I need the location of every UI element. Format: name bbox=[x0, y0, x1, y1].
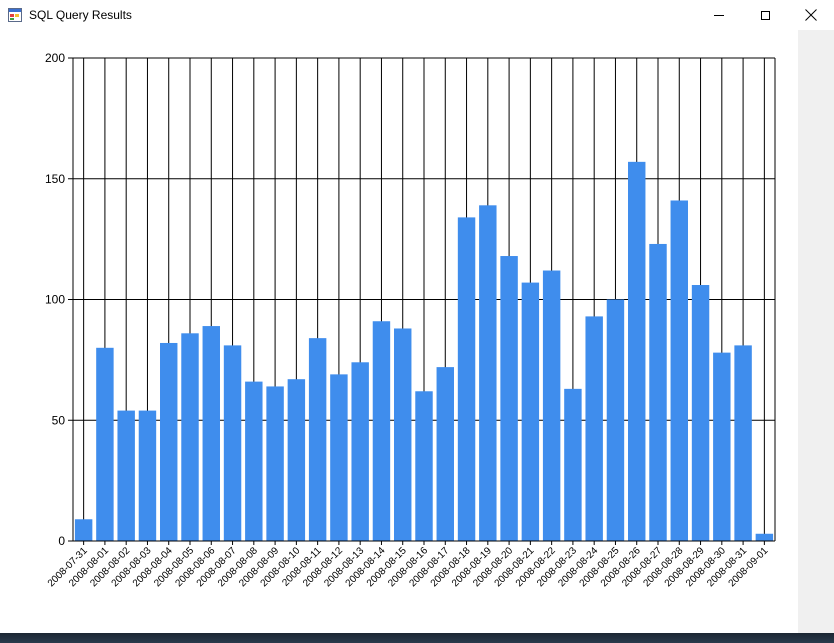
bar bbox=[542, 270, 561, 541]
y-tick-label: 50 bbox=[52, 413, 66, 427]
bar bbox=[734, 345, 752, 541]
bar bbox=[713, 352, 731, 541]
bar bbox=[755, 533, 774, 541]
bar bbox=[585, 316, 603, 541]
bar bbox=[394, 328, 412, 541]
window-title: SQL Query Results bbox=[29, 8, 132, 22]
bar bbox=[245, 381, 263, 541]
bar bbox=[330, 374, 348, 541]
bar bbox=[691, 285, 710, 541]
y-tick-label: 150 bbox=[45, 172, 65, 186]
bar bbox=[223, 345, 242, 541]
bar bbox=[606, 299, 625, 541]
bar bbox=[564, 388, 582, 541]
bar bbox=[479, 205, 497, 541]
side-panel-strip bbox=[798, 30, 834, 633]
y-tick-label: 0 bbox=[58, 534, 65, 548]
bar bbox=[372, 321, 391, 541]
bar bbox=[160, 342, 178, 541]
bar bbox=[308, 338, 327, 541]
bar bbox=[117, 410, 135, 541]
chart-panel: 0 50 100 150 200 2008-07-31 2008-08-01 2008-08-… bbox=[0, 30, 798, 633]
taskbar-edge bbox=[0, 633, 834, 643]
bar bbox=[351, 362, 369, 541]
maximize-icon bbox=[760, 10, 770, 20]
bar bbox=[74, 519, 93, 541]
bar bbox=[96, 347, 114, 541]
bar bbox=[202, 326, 220, 541]
close-button[interactable] bbox=[788, 0, 834, 30]
bar bbox=[649, 243, 667, 541]
minimize-icon bbox=[714, 14, 724, 16]
bar bbox=[628, 161, 646, 541]
bar bbox=[181, 333, 199, 541]
bar bbox=[287, 379, 306, 541]
maximize-button[interactable] bbox=[742, 0, 788, 30]
bar bbox=[415, 391, 433, 541]
title-bar: SQL Query Results bbox=[0, 0, 834, 30]
window-client-area: 0 50 100 150 200 2008-07-31 2008-08-01 2008-08-… bbox=[0, 30, 834, 633]
y-tick-label: 100 bbox=[45, 293, 65, 307]
bar bbox=[670, 200, 688, 542]
bar-chart: 0501001502002008-07-312008-08-012008-08-… bbox=[45, 51, 776, 589]
close-icon bbox=[805, 9, 817, 21]
bar bbox=[436, 367, 454, 541]
bar bbox=[500, 256, 518, 541]
bar bbox=[457, 217, 476, 541]
bar bbox=[521, 282, 540, 541]
y-tick-label: 200 bbox=[45, 51, 65, 65]
bar bbox=[138, 410, 157, 541]
app-window-icon bbox=[8, 8, 22, 22]
bar bbox=[266, 386, 284, 541]
minimize-button[interactable] bbox=[696, 0, 742, 30]
